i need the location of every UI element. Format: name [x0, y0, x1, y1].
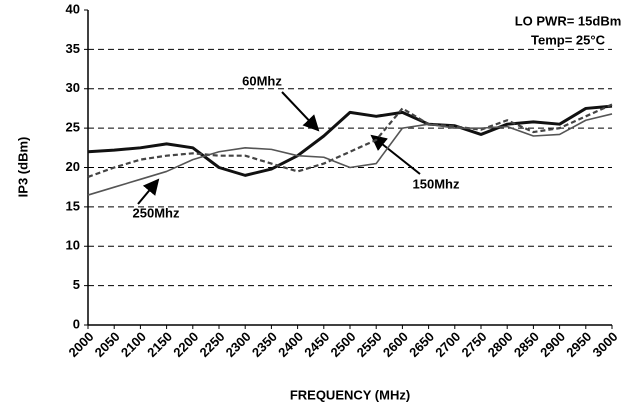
- y-tick-label: 5: [73, 277, 80, 292]
- y-axis-label: IP3 (dBm): [15, 137, 30, 198]
- series-line: [87, 113, 613, 196]
- x-tick-label: 2400: [275, 329, 306, 360]
- x-tick-label: 3000: [589, 329, 620, 360]
- y-tick-label: 10: [66, 238, 80, 253]
- x-tick-label: 2050: [92, 329, 123, 360]
- arrow: [370, 134, 421, 175]
- arrow: [281, 91, 320, 132]
- x-tick-label: 2800: [485, 329, 516, 360]
- series-label: 250Mhz: [133, 205, 180, 220]
- x-tick-label: 2200: [170, 329, 201, 360]
- x-tick-label: 2550: [354, 329, 385, 360]
- x-tick-label: 2150: [144, 329, 175, 360]
- y-tick-label: 40: [66, 1, 80, 16]
- annotation: LO PWR= 15dBm: [515, 13, 622, 28]
- y-tick-label: 20: [66, 159, 80, 174]
- y-tick-label: 35: [66, 41, 80, 56]
- x-tick-label: 2950: [563, 329, 594, 360]
- y-tick-label: 0: [73, 316, 80, 331]
- series-line: [87, 104, 613, 177]
- series-label: 60Mhz: [242, 73, 282, 88]
- x-tick-label: 2500: [327, 329, 358, 360]
- x-tick-label: 2250: [196, 329, 227, 360]
- y-tick-label: 25: [66, 120, 80, 135]
- x-tick-label: 2300: [223, 329, 254, 360]
- y-tick-label: 15: [66, 198, 80, 213]
- x-tick-label: 2900: [537, 329, 568, 360]
- x-axis-label: FREQUENCY (MHz): [290, 387, 410, 402]
- series-label: 150Mhz: [413, 176, 460, 191]
- x-tick-label: 2700: [432, 329, 463, 360]
- x-tick-label: 2450: [301, 329, 332, 360]
- arrow: [137, 178, 160, 205]
- series-line: [87, 103, 613, 178]
- x-tick-label: 2600: [380, 329, 411, 360]
- y-tick-label: 30: [66, 80, 80, 95]
- x-tick-label: 2350: [249, 329, 280, 360]
- x-tick-label: 2100: [118, 329, 149, 360]
- x-tick-label: 2650: [406, 329, 437, 360]
- annotation: Temp= 25°C: [531, 32, 606, 47]
- x-tick-label: 2000: [65, 329, 96, 360]
- x-tick-label: 2750: [458, 329, 489, 360]
- x-tick-label: 2850: [511, 329, 542, 360]
